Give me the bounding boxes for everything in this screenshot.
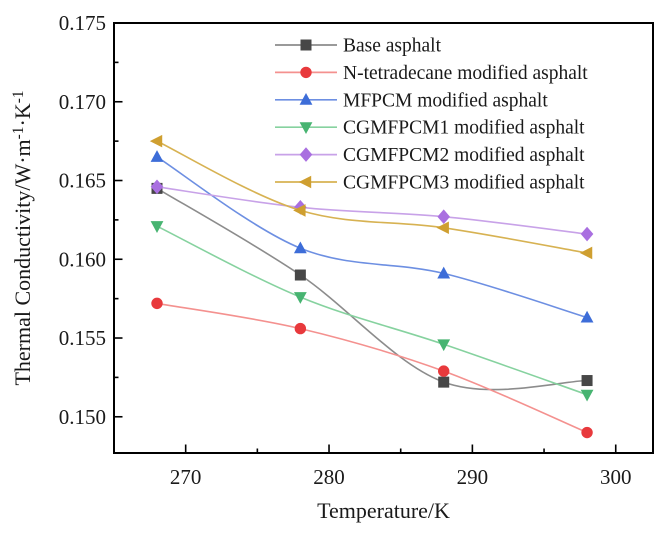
- plot-frame: [113, 22, 654, 454]
- x-tick-label: 290: [457, 465, 489, 489]
- triangle-left-marker-icon: [579, 246, 593, 260]
- circle-marker-icon: [151, 297, 163, 310]
- diamond-marker-icon: [150, 179, 164, 195]
- square-marker-icon: [581, 375, 593, 387]
- series-line: [156, 186, 588, 235]
- legend-label: Base asphalt: [343, 36, 442, 57]
- legend: Base asphalt N-tetradecane modified aspha…: [275, 36, 588, 194]
- y-tick-label: 0.170: [59, 90, 106, 114]
- x-tick-label: 300: [600, 465, 632, 489]
- triangle-left-marker-icon: [149, 134, 163, 148]
- x-tick-labels: 270 280 290 300: [170, 465, 632, 489]
- legend-label: CGMFPCM2 modified asphalt: [343, 145, 585, 166]
- y-tick-label: 0.175: [59, 11, 106, 35]
- legend-item-n-tetradecane-modified-asphalt: N-tetradecane modified asphalt: [275, 63, 588, 84]
- y-tick-label: 0.160: [59, 247, 106, 271]
- triangle-left-marker-icon: [436, 221, 449, 235]
- diamond-marker-icon: [437, 209, 451, 225]
- series-n-tetradecane-modified-asphalt: [151, 297, 593, 439]
- series-mfpcm-modified-asphalt: [150, 150, 594, 323]
- triangle-down-marker-icon: [150, 221, 164, 233]
- square-marker-icon: [294, 269, 306, 281]
- legend-item-base-asphalt: Base asphalt: [275, 36, 442, 57]
- legend-label: CGMFPCM1 modified asphalt: [343, 118, 585, 139]
- legend-item-cgmfpcm2-modified-asphalt: CGMFPCM2 modified asphalt: [275, 145, 585, 166]
- triangle-left-marker-icon: [293, 204, 306, 217]
- circle-marker-icon: [581, 426, 593, 439]
- series-line: [156, 156, 588, 319]
- y-tick-labels: 0.150 0.155 0.160 0.165 0.170 0.175: [59, 11, 106, 429]
- triangle-down-marker-icon: [437, 339, 451, 352]
- circle-marker-icon: [438, 365, 450, 377]
- y-tick-label: 0.165: [59, 169, 106, 193]
- x-tick-label: 270: [170, 465, 202, 489]
- square-marker-icon: [300, 39, 312, 51]
- legend-item-cgmfpcm3-modified-asphalt: CGMFPCM3 modified asphalt: [275, 173, 585, 194]
- x-tick-label: 280: [313, 465, 345, 489]
- circle-marker-icon: [294, 322, 307, 335]
- square-marker-icon: [438, 376, 450, 388]
- y-tick-label: 0.150: [59, 405, 106, 429]
- series-line: [156, 140, 588, 254]
- diamond-marker-icon: [580, 226, 594, 242]
- legend-item-cgmfpcm1-modified-asphalt: CGMFPCM1 modified asphalt: [275, 118, 585, 139]
- triangle-up-marker-icon: [150, 150, 164, 162]
- x-axis-title: Temperature/K: [317, 498, 450, 523]
- y-tick-label: 0.155: [59, 326, 106, 350]
- circle-marker-icon: [300, 66, 312, 79]
- series-line: [156, 225, 588, 396]
- legend-item-mfpcm-modified-asphalt: MFPCM modified asphalt: [275, 90, 548, 111]
- triangle-up-marker-icon: [299, 93, 313, 105]
- triangle-down-marker-icon: [299, 122, 313, 134]
- triangle-up-marker-icon: [580, 310, 594, 323]
- y-axis-title: Thermal Conductivity/W·m-1·K-1: [10, 90, 35, 385]
- legend-label: CGMFPCM3 modified asphalt: [343, 173, 585, 194]
- triangle-down-marker-icon: [580, 389, 594, 402]
- triangle-down-marker-icon: [293, 292, 307, 304]
- series-cgmfpcm1-modified-asphalt: [150, 221, 594, 402]
- legend-label: N-tetradecane modified asphalt: [343, 63, 588, 84]
- diamond-marker-icon: [299, 147, 313, 162]
- legend-label: MFPCM modified asphalt: [343, 90, 548, 111]
- series-line: [156, 187, 588, 391]
- series-line: [156, 302, 588, 434]
- triangle-left-marker-icon: [298, 175, 312, 189]
- series-cgmfpcm3-modified-asphalt: [149, 134, 593, 260]
- triangle-up-marker-icon: [437, 266, 451, 279]
- triangle-up-marker-icon: [293, 241, 307, 254]
- axes-ticks: [114, 22, 617, 453]
